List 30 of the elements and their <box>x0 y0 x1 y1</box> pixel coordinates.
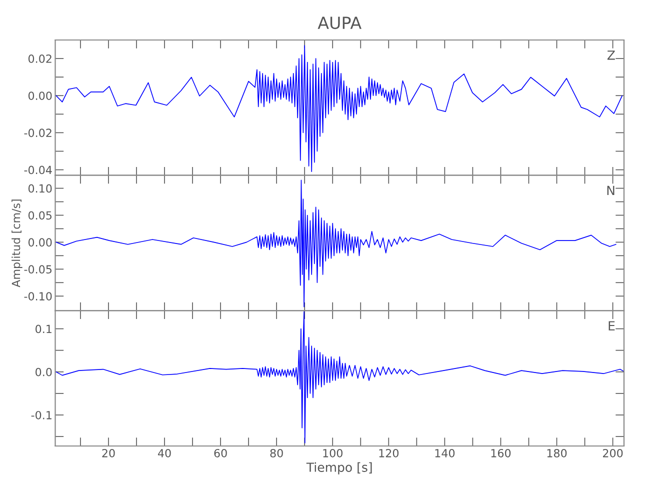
y-tick-label: -0.10 <box>24 292 52 300</box>
x-axis-title: Tiempo [s] <box>306 462 372 474</box>
y-tick-label: 0.1 <box>36 324 52 334</box>
line-series <box>56 180 616 308</box>
x-tick-label: 20 <box>102 448 115 458</box>
y-tick-label: -0.04 <box>24 166 52 174</box>
y-tick-label: -0.05 <box>24 265 52 274</box>
y-tick-label: -0.02 <box>24 128 52 138</box>
x-tick-label: 80 <box>270 448 283 458</box>
y-axis-title: Amplitud [cm/s] <box>12 200 22 288</box>
y-tick-label: -0.1 <box>31 410 52 420</box>
y-tick-label: 0.10 <box>28 184 52 193</box>
x-tick-label: 180 <box>547 448 567 458</box>
x-tick-label: 140 <box>435 448 455 458</box>
y-tick-label: 0.02 <box>28 54 52 63</box>
x-tick-label: 100 <box>323 448 342 458</box>
x-tick-label: 60 <box>214 448 227 458</box>
annotation: N <box>607 186 614 196</box>
annotation: Z <box>607 50 615 60</box>
y-tick-label: 0.0 <box>36 368 52 376</box>
x-tick-label: 40 <box>158 448 171 458</box>
x-tick-label: 200 <box>603 448 623 458</box>
x-tick-label: 120 <box>379 448 399 458</box>
annotation: E <box>608 321 615 330</box>
chart-title: AUPA <box>318 16 362 30</box>
line-series <box>56 45 622 172</box>
y-tick-label: 0.00 <box>28 92 52 100</box>
x-tick-label: 160 <box>491 448 511 458</box>
y-tick-label: 0.00 <box>28 238 52 247</box>
y-tick-label: 0.05 <box>28 211 52 220</box>
